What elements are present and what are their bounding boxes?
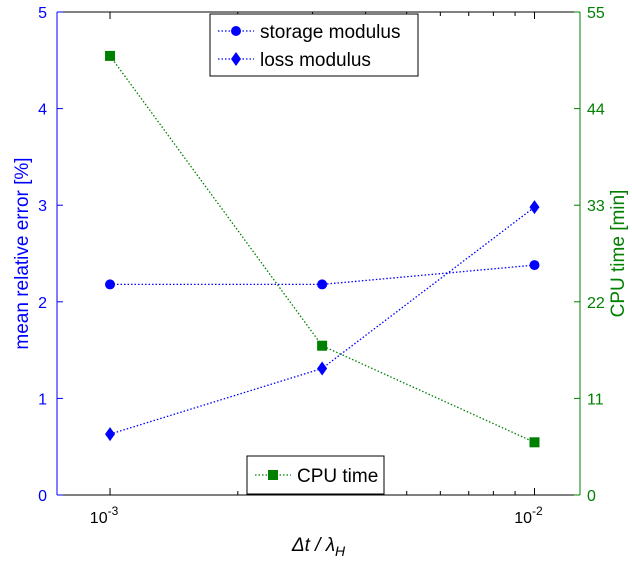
- legend-box: [209, 13, 419, 77]
- legend-label: CPU time: [297, 466, 378, 487]
- x-tick-label-exponent: -2: [532, 504, 543, 518]
- series-line-loss-modulus: [109, 206, 535, 435]
- data-point-loss-modulus: [529, 200, 540, 215]
- left-y-tick-label: 5: [38, 5, 47, 22]
- x-tick-label-exponent: -3: [108, 504, 119, 518]
- x-tick-label: 10-2: [514, 504, 543, 527]
- right-y-axis-title: CPU time [min]: [608, 190, 629, 318]
- x-axis-title-main: Δt / λ: [291, 535, 335, 556]
- x-tick-label: 10-3: [90, 504, 119, 527]
- left-y-tick-label: 2: [38, 295, 47, 312]
- left-y-axis-title: mean relative error [%]: [12, 157, 33, 349]
- left-y-tick-label: 3: [38, 198, 47, 215]
- x-tick-label-base: 10: [514, 510, 532, 527]
- right-y-tick-label: 0: [587, 488, 596, 505]
- right-y-tick-label: 22: [587, 295, 605, 312]
- x-tick-label-base: 10: [90, 510, 108, 527]
- right-y-tick-label: 55: [587, 5, 605, 22]
- data-point-cpu-time: [317, 340, 328, 351]
- data-point-storage-modulus: [529, 260, 540, 271]
- series-line-cpu-time: [109, 55, 535, 443]
- legend-label: storage modulus: [260, 22, 400, 43]
- series-line-storage-modulus: [110, 264, 535, 286]
- right-y-tick-label: 44: [587, 102, 605, 119]
- data-point-cpu-time: [529, 437, 540, 448]
- data-point-storage-modulus: [317, 279, 328, 290]
- legend-marker: [231, 26, 241, 36]
- right-y-tick-label: 33: [587, 198, 605, 215]
- left-y-tick-label: 4: [38, 102, 47, 119]
- legend-label: loss modulus: [260, 50, 371, 71]
- left-y-tick-label: 1: [38, 391, 47, 408]
- data-point-loss-modulus: [317, 361, 328, 376]
- x-axis-title-subscript: H: [335, 543, 346, 558]
- data-point-loss-modulus: [105, 427, 116, 442]
- legend-marker: [231, 52, 241, 66]
- data-point-storage-modulus: [105, 279, 116, 290]
- legend-marker: [268, 470, 278, 480]
- data-point-cpu-time: [105, 50, 116, 61]
- x-axis-title: Δt / λH: [291, 535, 346, 558]
- left-y-tick-label: 0: [38, 488, 47, 505]
- right-y-tick-label: 11: [587, 391, 604, 408]
